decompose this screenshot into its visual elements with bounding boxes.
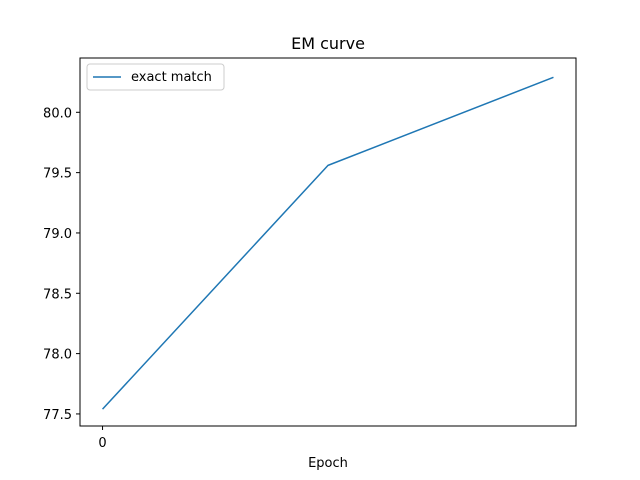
y-tick-label: 79.0 xyxy=(43,227,72,242)
y-tick-label: 77.5 xyxy=(43,408,72,423)
series-layer xyxy=(101,76,554,410)
axes-frame xyxy=(79,57,577,427)
y-tick-label: 78.5 xyxy=(43,287,72,302)
x-axis-title: Epoch xyxy=(308,456,348,471)
legend: exact match xyxy=(86,63,225,91)
y-tick-label: 78.0 xyxy=(43,348,72,363)
x-axis: 0 xyxy=(98,426,107,451)
y-tick-label: 80.0 xyxy=(43,106,72,121)
legend-label: exact match xyxy=(131,70,212,85)
y-tick-label: 79.5 xyxy=(43,167,72,182)
y-axis: 77.5 78.0 78.5 79.0 79.5 80.0 xyxy=(43,106,80,423)
plot-area xyxy=(79,57,577,427)
x-tick-label: 0 xyxy=(98,436,106,451)
legend-box xyxy=(86,63,225,91)
chart-title: EM curve xyxy=(291,34,365,53)
